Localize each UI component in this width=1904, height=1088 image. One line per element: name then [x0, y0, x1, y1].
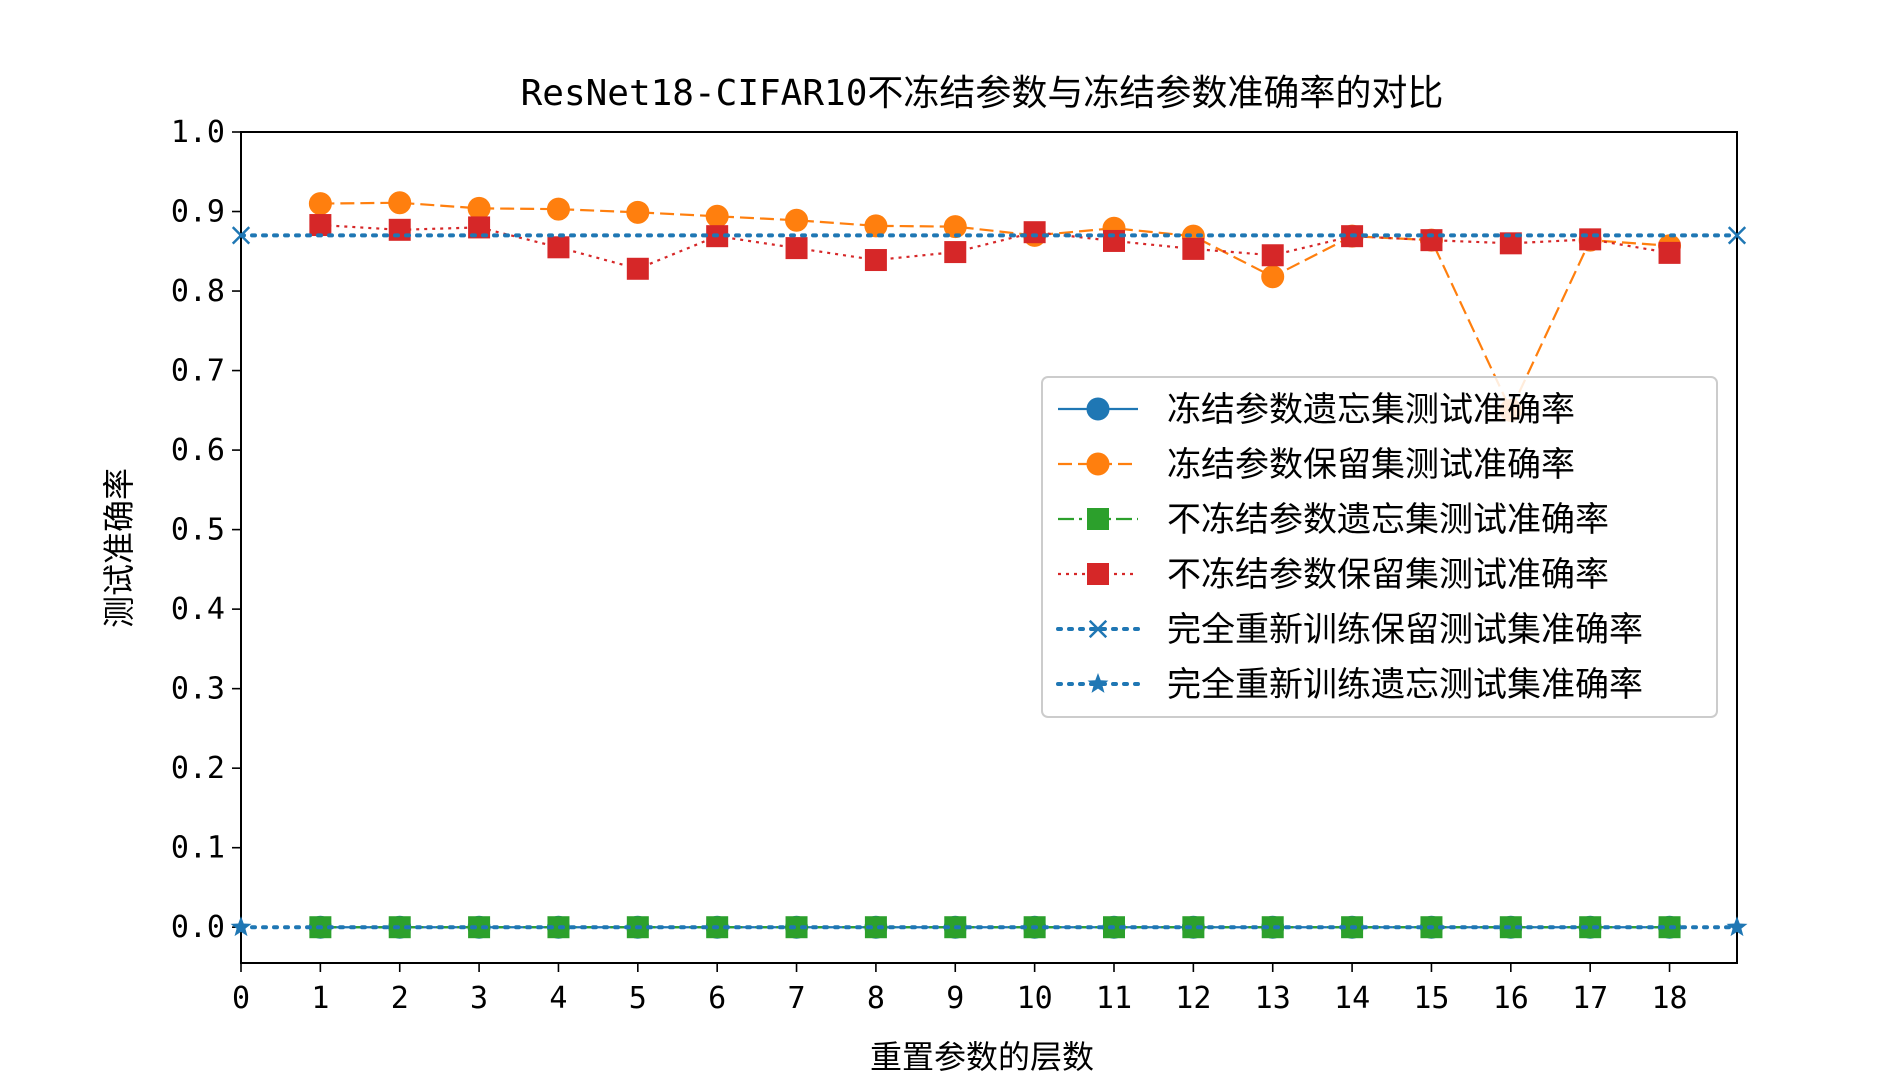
data-point — [1182, 237, 1205, 260]
y-tick-label: 0.8 — [171, 274, 225, 309]
data-point — [1499, 232, 1522, 255]
legend-label: 不冻结参数保留集测试准确率 — [1167, 555, 1609, 595]
data-point — [864, 249, 887, 272]
x-tick-label: 15 — [1413, 981, 1449, 1016]
chart-title: ResNet18-CIFAR10不冻结参数与冻结参数准确率的对比 — [521, 73, 1444, 114]
data-point — [308, 192, 332, 216]
data-point — [1420, 229, 1443, 252]
data-point — [231, 226, 251, 245]
y-tick-label: 0.7 — [171, 354, 225, 389]
legend-marker — [1087, 563, 1109, 585]
x-axis-label: 重置参数的层数 — [870, 1038, 1094, 1076]
x-tick-label: 10 — [1017, 981, 1053, 1016]
data-point — [785, 916, 808, 939]
x-tick-label: 3 — [470, 981, 488, 1016]
y-tick-label: 1.0 — [171, 115, 225, 150]
x-tick-label: 12 — [1175, 981, 1211, 1016]
data-point — [626, 257, 649, 280]
data-point — [1579, 228, 1602, 251]
data-point — [1658, 241, 1681, 264]
x-tick-label: 8 — [867, 981, 885, 1016]
x-tick-label: 16 — [1493, 981, 1529, 1016]
legend-label: 冻结参数遗忘集测试准确率 — [1167, 390, 1575, 430]
y-tick-label: 0.6 — [171, 433, 225, 468]
legend-marker — [1086, 452, 1110, 476]
data-point — [1261, 265, 1285, 289]
data-point — [1727, 226, 1747, 245]
y-tick-label: 0.0 — [171, 910, 225, 945]
data-point — [1261, 244, 1284, 267]
data-point — [943, 215, 967, 239]
x-tick-label: 7 — [788, 981, 806, 1016]
data-point — [1182, 916, 1205, 939]
x-tick-label: 11 — [1096, 981, 1132, 1016]
data-point — [785, 237, 808, 260]
y-tick-label: 0.9 — [171, 195, 225, 230]
data-point — [230, 916, 252, 937]
x-tick-label: 1 — [311, 981, 329, 1016]
plot-area: 0 1 2 3 4 5 6 7 8 9 10 11 12 13 14 15 16 17 180.00.10.20.3… — [171, 115, 1748, 1016]
x-tick-label: 17 — [1572, 981, 1608, 1016]
data-point — [1261, 916, 1284, 939]
data-point — [1102, 229, 1125, 252]
legend-label: 冻结参数保留集测试准确率 — [1167, 445, 1575, 485]
y-tick-label: 0.4 — [171, 592, 225, 627]
legend-marker — [1086, 397, 1110, 421]
data-point — [468, 216, 491, 239]
legend-label: 完全重新训练保留测试集准确率 — [1167, 610, 1643, 650]
x-tick-label: 14 — [1334, 981, 1370, 1016]
legend-label: 完全重新训练遗忘测试集准确率 — [1167, 665, 1643, 705]
y-tick-label: 0.5 — [171, 513, 225, 548]
legend-marker — [1087, 508, 1109, 530]
y-tick-label: 0.3 — [171, 672, 225, 707]
x-tick-label: 0 — [232, 981, 250, 1016]
x-tick-label: 6 — [708, 981, 726, 1016]
data-point — [785, 208, 809, 232]
series-group — [230, 191, 1748, 939]
data-point — [1726, 916, 1748, 937]
data-point — [864, 916, 887, 939]
x-tick-label: 2 — [391, 981, 409, 1016]
data-point — [864, 214, 888, 238]
y-tick-label: 0.1 — [171, 831, 225, 866]
data-point — [467, 196, 491, 220]
series-line-1 — [320, 201, 1670, 413]
data-point — [388, 218, 411, 241]
data-point — [468, 916, 491, 939]
x-tick-label: 18 — [1651, 981, 1687, 1016]
legend: 冻结参数遗忘集测试准确率冻结参数保留集测试准确率不冻结参数遗忘集测试准确率不冻结… — [1041, 376, 1718, 718]
axes-frame — [240, 131, 1738, 964]
data-point — [309, 214, 332, 237]
x-tick-label: 5 — [629, 981, 647, 1016]
x-tick-label: 13 — [1255, 981, 1291, 1016]
data-point — [388, 191, 412, 215]
legend-box — [1041, 376, 1718, 718]
data-point — [626, 200, 650, 224]
legend-marker — [1088, 619, 1108, 639]
data-point — [944, 241, 967, 264]
legend-label: 不冻结参数遗忘集测试准确率 — [1167, 500, 1609, 540]
x-tick-label: 4 — [549, 981, 567, 1016]
data-point — [1023, 221, 1046, 244]
y-axis-label: 测试准确率 — [100, 468, 138, 628]
data-point — [547, 236, 570, 259]
series-line-3 — [320, 223, 1670, 270]
x-tick-label: 9 — [946, 981, 964, 1016]
data-point — [705, 204, 729, 228]
legend-marker — [1087, 673, 1109, 693]
data-point — [546, 197, 570, 221]
y-tick-label: 0.2 — [171, 751, 225, 786]
data-point — [1579, 916, 1602, 939]
